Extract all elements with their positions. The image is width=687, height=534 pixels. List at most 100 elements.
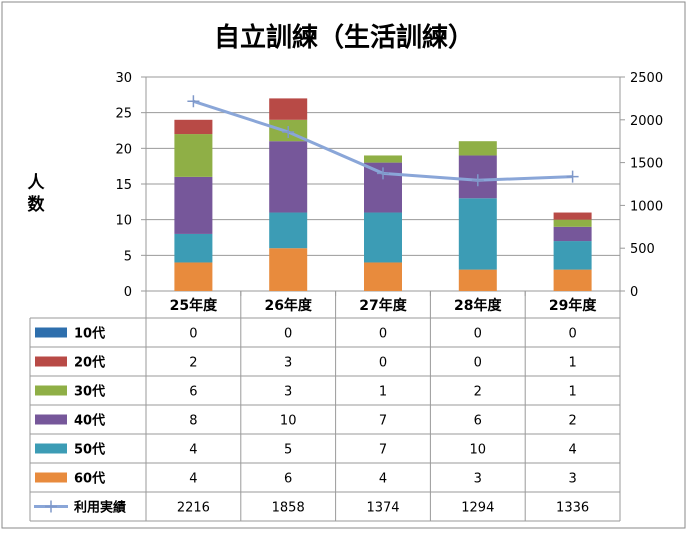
line-marker xyxy=(566,170,579,183)
table-cell: 3 xyxy=(284,356,292,371)
legend-swatch xyxy=(35,443,67,454)
line-series xyxy=(187,95,579,187)
bar-segment xyxy=(269,98,308,120)
table-cell: 0 xyxy=(379,356,387,371)
bar-segment xyxy=(364,155,402,163)
x-tick-label: 28年度 xyxy=(454,297,502,314)
table-cell: 0 xyxy=(189,327,197,342)
table-cell: 2216 xyxy=(177,501,210,516)
table-cell: 0 xyxy=(379,327,387,342)
legend-swatch xyxy=(35,385,67,396)
legend-marker xyxy=(45,500,57,513)
table-cell: 3 xyxy=(474,472,482,487)
table-cell: 7 xyxy=(379,443,387,458)
line-marker xyxy=(471,174,484,187)
x-tick-label: 29年度 xyxy=(549,297,597,314)
table-cell: 6 xyxy=(189,385,197,400)
bar-segment xyxy=(174,119,213,135)
x-tick-label: 27年度 xyxy=(359,297,407,314)
y-tick-label: 25 xyxy=(115,107,132,122)
y-tick-label: 0 xyxy=(124,285,132,300)
legend-label: 利用実績 xyxy=(74,500,126,516)
table-cell: 1374 xyxy=(366,501,399,516)
y-tick-label: 15 xyxy=(115,178,132,193)
bar-segment xyxy=(174,176,213,234)
table-cell: 10 xyxy=(280,414,297,429)
y2-tick-label: 500 xyxy=(630,242,655,257)
table-cell: 6 xyxy=(284,472,292,487)
table-cell: 8 xyxy=(189,414,197,429)
table-cell: 1 xyxy=(568,356,576,371)
y2-tick-label: 2000 xyxy=(630,114,663,129)
table-cell: 2 xyxy=(474,385,482,400)
table-cell: 4 xyxy=(189,443,197,458)
y2-tick-label: 1000 xyxy=(630,199,663,214)
bar-segment xyxy=(269,141,308,213)
bar-segment xyxy=(553,241,592,270)
legend-label: 20代 xyxy=(74,355,105,371)
bar-segment xyxy=(553,212,592,220)
table-cell: 10 xyxy=(470,443,487,458)
bar-segment xyxy=(174,134,213,177)
y-tick-label: 10 xyxy=(115,214,132,229)
table-cell: 0 xyxy=(474,327,482,342)
bar-segment xyxy=(269,248,308,291)
table-cell: 0 xyxy=(284,327,292,342)
bar-segment xyxy=(174,262,213,291)
y-tick-label: 30 xyxy=(115,71,132,86)
y-tick-label: 20 xyxy=(115,142,132,157)
table-cell: 4 xyxy=(189,472,197,487)
y2-tick-label: 2500 xyxy=(630,71,663,86)
bar-segment xyxy=(364,262,402,291)
table-cell: 4 xyxy=(568,443,576,458)
table-cell: 2 xyxy=(189,356,197,371)
legend-label: 60代 xyxy=(74,471,105,487)
bar-segment xyxy=(458,198,497,270)
legend-swatch xyxy=(35,472,67,483)
table-cell: 5 xyxy=(284,443,292,458)
table-cell: 1336 xyxy=(556,501,589,516)
table-cell: 4 xyxy=(379,472,387,487)
legend-swatch xyxy=(35,356,67,367)
table-cell: 3 xyxy=(568,472,576,487)
line-marker xyxy=(187,95,200,108)
legend-label: 10代 xyxy=(74,326,105,342)
bar-segment xyxy=(458,141,497,156)
x-tick-label: 25年度 xyxy=(170,297,218,314)
legend-swatch xyxy=(35,414,67,425)
legend-label: 40代 xyxy=(74,413,105,429)
legend-swatch xyxy=(35,327,67,338)
y-axis-right: 0 500 1000 1500 2000 2500 xyxy=(620,71,663,300)
table-cell: 2 xyxy=(568,414,576,429)
table-cell: 1294 xyxy=(461,501,494,516)
bar-segment xyxy=(269,212,308,249)
bars xyxy=(174,98,592,291)
data-table: 25年度 26年度 27年度 28年度 29年度 10代 0 0 0 0 0 20代 2 3 0 0 1 30代 6… xyxy=(29,291,621,522)
bar-segment xyxy=(553,269,592,291)
legend-label: 50代 xyxy=(74,442,105,458)
bar-segment xyxy=(458,269,497,291)
bar-segment xyxy=(553,226,592,242)
table-cell: 3 xyxy=(284,385,292,400)
table-cell: 0 xyxy=(474,356,482,371)
bar-segment xyxy=(364,212,402,263)
x-tick-label: 26年度 xyxy=(264,297,312,314)
line-marker xyxy=(282,125,295,138)
y-tick-label: 5 xyxy=(124,249,132,264)
table-cell: 6 xyxy=(474,414,482,429)
chart-title: 自立訓練（生活訓練） xyxy=(214,22,474,53)
table-cell: 1 xyxy=(568,385,576,400)
table-cell: 0 xyxy=(568,327,576,342)
bar-segment xyxy=(174,233,213,263)
y2-tick-label: 0 xyxy=(630,285,638,300)
table-cell: 7 xyxy=(379,414,387,429)
table-cell: 1858 xyxy=(272,501,305,516)
y2-tick-label: 1500 xyxy=(630,157,663,172)
legend-label: 30代 xyxy=(74,384,105,400)
y-axis-left: 0 5 10 15 20 25 30 xyxy=(115,71,146,300)
y-axis-label: 人数 xyxy=(28,173,46,215)
table-cell: 1 xyxy=(379,385,387,400)
line-marker xyxy=(377,167,389,180)
